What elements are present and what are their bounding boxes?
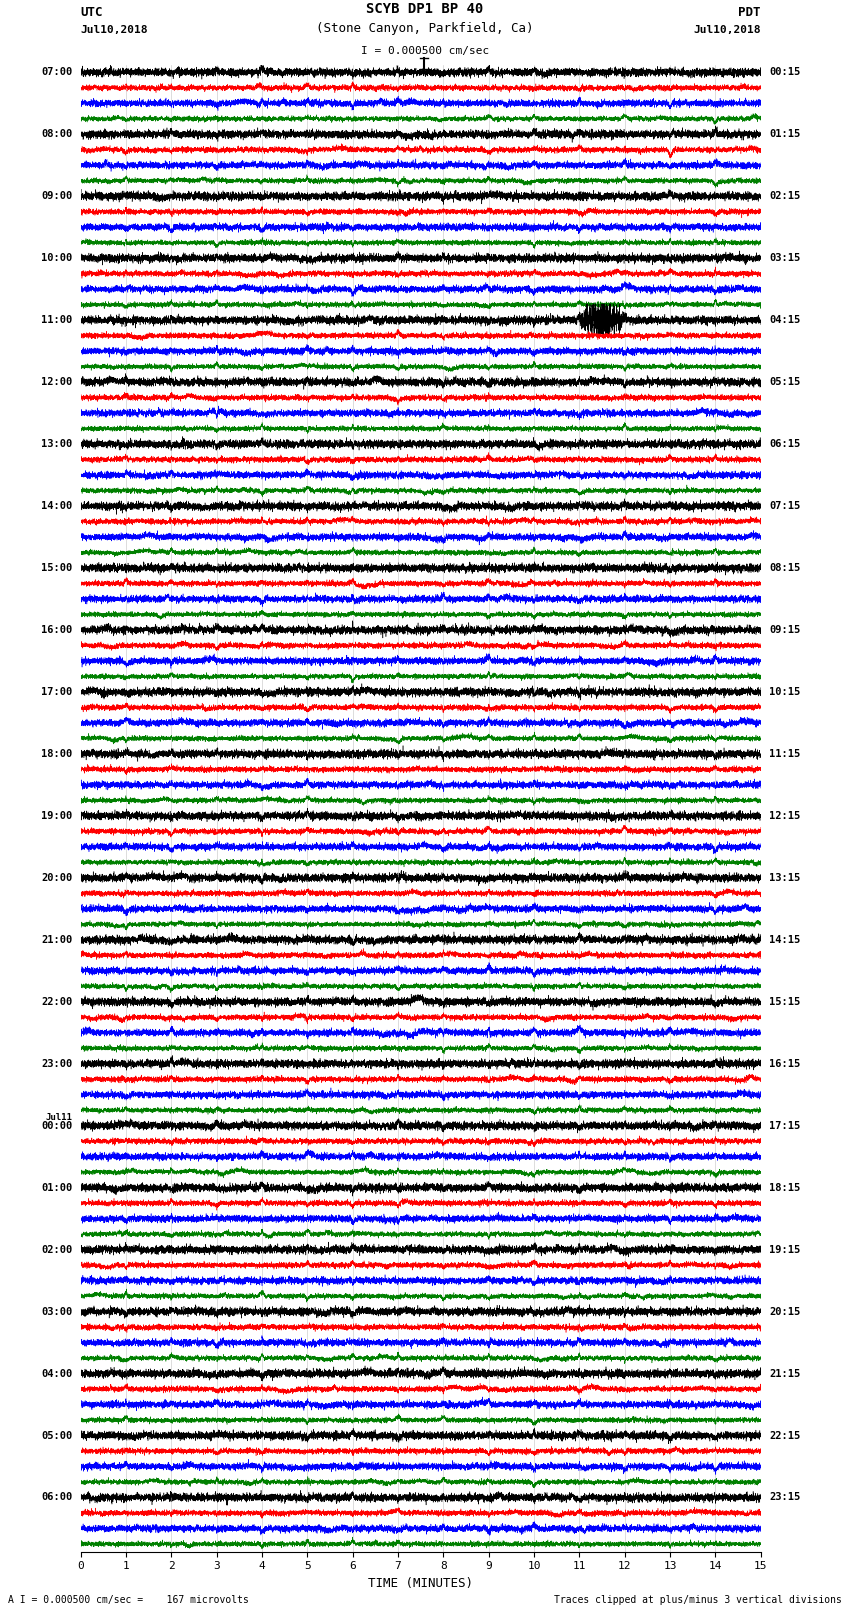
Text: 00:00: 00:00 [42, 1121, 72, 1131]
Text: 19:15: 19:15 [769, 1245, 800, 1255]
Text: 22:15: 22:15 [769, 1431, 800, 1440]
Text: Jul10,2018: Jul10,2018 [81, 26, 148, 35]
Text: 05:00: 05:00 [42, 1431, 72, 1440]
X-axis label: TIME (MINUTES): TIME (MINUTES) [368, 1578, 473, 1590]
Text: 16:00: 16:00 [42, 624, 72, 636]
Text: 08:00: 08:00 [42, 129, 72, 139]
Text: 02:00: 02:00 [42, 1245, 72, 1255]
Text: UTC: UTC [81, 6, 103, 19]
Text: 11:15: 11:15 [769, 748, 800, 758]
Text: 02:15: 02:15 [769, 192, 800, 202]
Text: 08:15: 08:15 [769, 563, 800, 573]
Text: 05:15: 05:15 [769, 377, 800, 387]
Text: 23:00: 23:00 [42, 1058, 72, 1069]
Text: 20:15: 20:15 [769, 1307, 800, 1316]
Text: PDT: PDT [739, 6, 761, 19]
Text: 04:15: 04:15 [769, 315, 800, 326]
Text: Jul11: Jul11 [46, 1113, 72, 1121]
Text: 17:00: 17:00 [42, 687, 72, 697]
Text: 17:15: 17:15 [769, 1121, 800, 1131]
Text: 01:00: 01:00 [42, 1182, 72, 1192]
Text: 10:15: 10:15 [769, 687, 800, 697]
Text: 06:15: 06:15 [769, 439, 800, 448]
Text: A I = 0.000500 cm/sec =    167 microvolts: A I = 0.000500 cm/sec = 167 microvolts [8, 1595, 249, 1605]
Text: 07:15: 07:15 [769, 502, 800, 511]
Text: 21:15: 21:15 [769, 1368, 800, 1379]
Text: 14:15: 14:15 [769, 936, 800, 945]
Text: 18:15: 18:15 [769, 1182, 800, 1192]
Text: 10:00: 10:00 [42, 253, 72, 263]
Text: 00:15: 00:15 [769, 68, 800, 77]
Text: 18:00: 18:00 [42, 748, 72, 758]
Text: 22:00: 22:00 [42, 997, 72, 1007]
Text: 21:00: 21:00 [42, 936, 72, 945]
Text: 04:00: 04:00 [42, 1368, 72, 1379]
Text: 11:00: 11:00 [42, 315, 72, 326]
Text: (Stone Canyon, Parkfield, Ca): (Stone Canyon, Parkfield, Ca) [316, 23, 534, 35]
Text: 07:00: 07:00 [42, 68, 72, 77]
Text: 03:00: 03:00 [42, 1307, 72, 1316]
Text: 13:15: 13:15 [769, 873, 800, 882]
Text: 12:00: 12:00 [42, 377, 72, 387]
Text: 06:00: 06:00 [42, 1492, 72, 1502]
Text: 03:15: 03:15 [769, 253, 800, 263]
Text: SCYB DP1 BP 40: SCYB DP1 BP 40 [366, 2, 484, 16]
Text: 14:00: 14:00 [42, 502, 72, 511]
Text: 23:15: 23:15 [769, 1492, 800, 1502]
Text: 12:15: 12:15 [769, 811, 800, 821]
Text: 01:15: 01:15 [769, 129, 800, 139]
Text: 19:00: 19:00 [42, 811, 72, 821]
Text: 15:15: 15:15 [769, 997, 800, 1007]
Text: 16:15: 16:15 [769, 1058, 800, 1069]
Text: Traces clipped at plus/minus 3 vertical divisions: Traces clipped at plus/minus 3 vertical … [553, 1595, 842, 1605]
Text: Jul10,2018: Jul10,2018 [694, 26, 761, 35]
Text: 09:15: 09:15 [769, 624, 800, 636]
Text: 09:00: 09:00 [42, 192, 72, 202]
Text: 13:00: 13:00 [42, 439, 72, 448]
Text: 15:00: 15:00 [42, 563, 72, 573]
Text: 20:00: 20:00 [42, 873, 72, 882]
Text: I = 0.000500 cm/sec: I = 0.000500 cm/sec [361, 47, 489, 56]
